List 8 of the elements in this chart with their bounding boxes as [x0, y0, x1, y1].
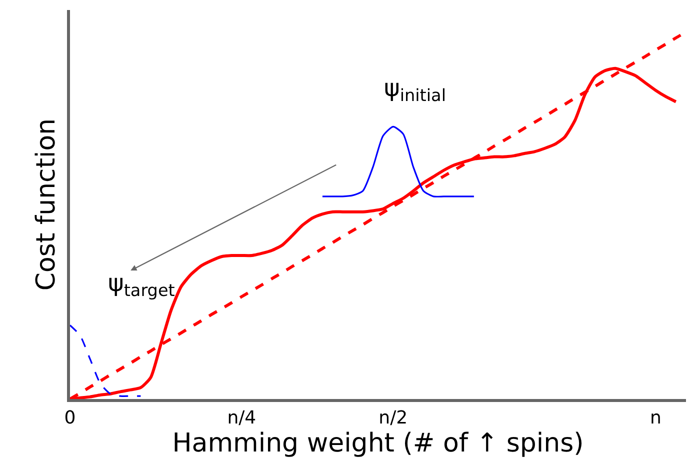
x-tick-label: n/4	[227, 408, 256, 429]
x-tick-label: n/2	[378, 408, 408, 429]
annotation: ψ$_{target}$	[108, 269, 176, 300]
annotation: ψ$_{initial}$	[384, 74, 446, 106]
x-axis-title: Hamming weight (# of ↑ spins)	[172, 428, 584, 459]
y-axis-title: Cost function	[31, 118, 62, 291]
x-tick-label: 0	[64, 408, 76, 429]
x-tick-label: n	[650, 408, 662, 429]
